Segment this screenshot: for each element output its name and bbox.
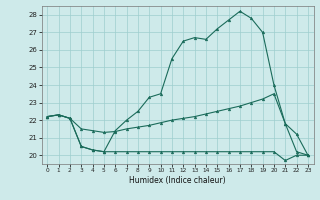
X-axis label: Humidex (Indice chaleur): Humidex (Indice chaleur) <box>129 176 226 185</box>
